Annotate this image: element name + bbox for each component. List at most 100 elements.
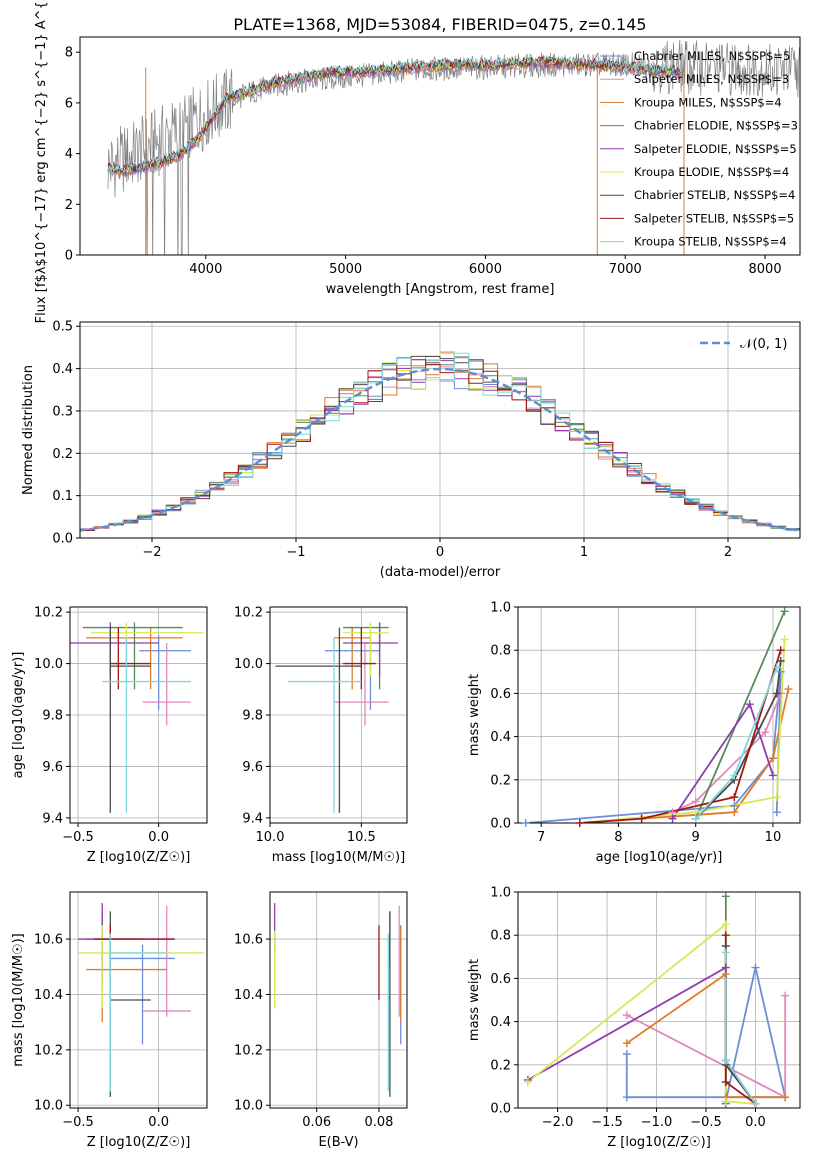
- mass-weight-marker: [721, 1097, 730, 1106]
- mass-weight-marker: [780, 635, 789, 644]
- mass-weight-marker: [781, 991, 790, 1000]
- plot-area: [70, 622, 204, 813]
- y-tick-label: 10.6: [34, 933, 63, 948]
- x-tick-label: 1: [580, 545, 588, 560]
- y-tick-label: 0.2: [52, 447, 73, 462]
- x-tick-label: 0.0: [745, 1115, 766, 1130]
- axes-frame: [79, 36, 801, 256]
- mass-weight-marker: [668, 814, 677, 823]
- y-tick-label: 0.4: [490, 1015, 511, 1030]
- mass-weight-marker: [622, 1093, 631, 1102]
- mass-weight-marker: [776, 657, 785, 665]
- y-axis-label: mass [log10(M/M☉)]: [11, 933, 26, 1066]
- mass-weight-marker: [745, 700, 754, 709]
- x-axis-label: mass [log10(M/M☉)]: [272, 850, 405, 865]
- mass-weight-marker: [622, 1050, 631, 1058]
- x-tick-label: 5000: [329, 262, 362, 277]
- x-axis-label: age [log10(age/yr)]: [596, 850, 723, 865]
- model-spectrum: [107, 59, 681, 178]
- x-tick-label: 4000: [189, 262, 222, 277]
- axes-frame: [269, 891, 408, 1109]
- mass-weight-marker: [691, 814, 700, 823]
- y-tick-label: 0.2: [490, 773, 511, 788]
- mass-weight-marker: [575, 819, 584, 827]
- y-tick-label: 0.6: [490, 687, 511, 702]
- panel-age_vs_mass: 10.0 10.5 9.4 9.6 9.8 10.0 10.2 mass [log10(M/M…: [234, 606, 408, 865]
- mass-weight-marker: [772, 793, 781, 802]
- mass-weight-marker: [721, 1078, 730, 1087]
- x-tick-label: 10.0: [256, 830, 285, 845]
- y-tick-label: 10.4: [234, 988, 263, 1003]
- legend-label: Chabrier MILES, N$SSP$=5: [634, 49, 790, 63]
- panel-mass_vs_ebv: 0.06 0.08 10.0 10.2 10.4 10.6 E(B-V): [234, 891, 408, 1150]
- mass-weight-marker: [721, 920, 730, 929]
- mass-weight-marker: [721, 963, 730, 972]
- y-tick-label: 10.2: [234, 1043, 263, 1058]
- x-axis-label: Z [log10(Z/Z☉)]: [87, 850, 191, 865]
- x-tick-label: 7000: [609, 262, 642, 277]
- x-tick-label: 10: [765, 830, 782, 845]
- plot-area: [275, 622, 398, 813]
- y-tick-label: 10.2: [34, 1043, 63, 1058]
- y-tick-label: 0.1: [52, 489, 73, 504]
- panel-massweight_vs_age: 7 8 9 10 0.0 0.2 0.4 0.6 0.8 1.0 age [log10(age/yr…: [467, 601, 801, 865]
- panel-residuals: −2 −1 0 1 2 0.0 0.1 0.2 0.3 0.4 0.5 (data-model)/er…: [21, 320, 801, 580]
- y-tick-label: 2: [65, 198, 73, 213]
- mass-weight-marker: [768, 754, 777, 763]
- x-tick-label: 0.08: [365, 1115, 394, 1130]
- figure-title: PLATE=1368, MJD=53084, FIBERID=0475, z=0…: [233, 15, 646, 34]
- y-tick-label: 10.0: [34, 1099, 63, 1114]
- x-axis-label: Z [log10(Z/Z☉)]: [87, 1135, 191, 1150]
- mass-weight-marker: [781, 1093, 790, 1102]
- plot-area: [274, 903, 402, 1097]
- panel-massweight_vs_Z: −2.0 −1.5 −1.0 −0.5 0.0 0.0 0.2 0.4 0.6 0.8 1.0 Z […: [467, 886, 801, 1150]
- x-axis-label: Z [log10(Z/Z☉)]: [607, 1135, 711, 1150]
- model-spectrum: [107, 60, 681, 179]
- panels: 4000 5000 6000 7000 8000 0 2 4 6 8 wavelength [Ang…: [11, 0, 801, 1150]
- y-tick-label: 10.2: [234, 606, 263, 621]
- x-tick-label: 0: [436, 545, 444, 560]
- mass-weight-series: [695, 660, 782, 820]
- y-axis-label: mass weight: [467, 959, 482, 1041]
- y-tick-label: 0.8: [490, 929, 511, 944]
- plot-area: [80, 351, 800, 533]
- mass-weight-marker: [772, 663, 781, 672]
- y-tick-label: 9.6: [242, 760, 263, 775]
- panel-age_vs_Z: −0.5 0.0 9.4 9.6 9.8 10.0 10.2 Z [log10(Z/Z☉)] a…: [11, 606, 208, 865]
- y-tick-label: 1.0: [490, 601, 511, 616]
- y-tick-label: 4: [65, 147, 73, 162]
- mass-weight-marker: [761, 728, 770, 737]
- mass-weight-marker: [768, 771, 777, 780]
- axes-frame: [517, 891, 801, 1109]
- model-spectrum: [107, 57, 681, 175]
- x-tick-label: −1.5: [591, 1115, 623, 1130]
- x-tick-label: 9: [692, 830, 700, 845]
- mass-weight-series: [527, 966, 757, 1105]
- mass-weight-marker: [622, 1039, 631, 1048]
- x-axis-label: E(B-V): [318, 1135, 358, 1150]
- legend-label: Kroupa STELIB, N$SSP$=4: [634, 235, 787, 249]
- y-tick-label: 0.5: [52, 320, 73, 335]
- mass-weight-marker: [721, 948, 730, 957]
- mass-weight-marker: [772, 808, 781, 817]
- y-tick-label: 10.0: [234, 657, 263, 672]
- mass-weight-marker: [784, 685, 793, 694]
- legend-label: 𝒩(0, 1): [740, 337, 787, 352]
- legend-label: Salpeter STELIB, N$SSP$=5: [634, 211, 794, 225]
- y-tick-label: 10.0: [234, 1099, 263, 1114]
- x-tick-label: −1.0: [641, 1115, 673, 1130]
- mass-weight-series: [672, 693, 782, 814]
- x-tick-label: 6000: [469, 262, 502, 277]
- y-tick-label: 0: [65, 249, 73, 264]
- plot-area: [525, 610, 790, 823]
- y-axis-label: Normed distribution: [21, 365, 36, 495]
- mass-weight-marker: [721, 1056, 730, 1065]
- mass-weight-marker: [776, 667, 785, 676]
- mass-weight-marker: [521, 819, 530, 827]
- x-tick-label: −2.0: [542, 1115, 574, 1130]
- y-tick-label: 0.0: [490, 1102, 511, 1117]
- y-tick-label: 0.3: [52, 404, 73, 419]
- x-tick-label: −2: [142, 545, 161, 560]
- mass-weight-marker: [730, 771, 739, 780]
